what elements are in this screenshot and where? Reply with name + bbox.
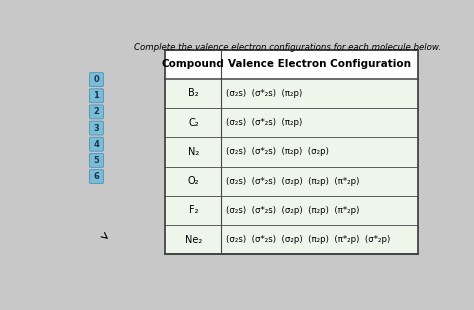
Text: 3: 3 [93, 124, 100, 133]
Text: (σ₂s)  (σ*₂s)  (π₂p): (σ₂s) (σ*₂s) (π₂p) [226, 89, 302, 98]
Text: F₂: F₂ [189, 206, 198, 215]
Text: Compound: Compound [162, 59, 225, 69]
Text: 5: 5 [93, 156, 100, 165]
Bar [165, 108, 418, 137]
Text: 2: 2 [93, 107, 100, 116]
Text: (σ₂s)  (σ*₂s)  (π₂p): (σ₂s) (σ*₂s) (π₂p) [226, 118, 302, 127]
FancyBboxPatch shape [90, 89, 103, 103]
Text: 6: 6 [93, 172, 100, 181]
Text: Complete the valence electron configurations for each molecule below.: Complete the valence electron configurat… [134, 42, 441, 51]
Text: (σ₂s)  (σ*₂s)  (σ₂p)  (π₂p)  (π*₂p)  (σ*₂p): (σ₂s) (σ*₂s) (σ₂p) (π₂p) (π*₂p) (σ*₂p) [226, 235, 390, 244]
FancyBboxPatch shape [90, 153, 103, 167]
Text: Ne₂: Ne₂ [185, 235, 202, 245]
FancyBboxPatch shape [90, 121, 103, 135]
Bar [165, 50, 418, 254]
Text: (σ₂s)  (σ*₂s)  (σ₂p)  (π₂p)  (π*₂p): (σ₂s) (σ*₂s) (σ₂p) (π₂p) (π*₂p) [226, 206, 359, 215]
Bar [165, 225, 418, 254]
Text: 1: 1 [93, 91, 100, 100]
Text: 4: 4 [93, 140, 100, 149]
Bar [165, 196, 418, 225]
Text: O₂: O₂ [188, 176, 199, 186]
Text: N₂: N₂ [188, 147, 199, 157]
Bar [165, 137, 418, 166]
FancyBboxPatch shape [90, 137, 103, 151]
Bar [165, 50, 418, 79]
Bar [165, 166, 418, 196]
FancyBboxPatch shape [90, 170, 103, 184]
Text: B₂: B₂ [188, 88, 199, 98]
Text: (σ₂s)  (σ*₂s)  (π₂p)  (σ₂p): (σ₂s) (σ*₂s) (π₂p) (σ₂p) [226, 148, 329, 157]
Text: C₂: C₂ [188, 118, 199, 128]
Bar [165, 79, 418, 108]
Text: 0: 0 [93, 75, 100, 84]
Text: Valence Electron Configuration: Valence Electron Configuration [228, 59, 411, 69]
FancyBboxPatch shape [90, 105, 103, 119]
Text: (σ₂s)  (σ*₂s)  (σ₂p)  (π₂p)  (π*₂p): (σ₂s) (σ*₂s) (σ₂p) (π₂p) (π*₂p) [226, 177, 359, 186]
FancyBboxPatch shape [90, 73, 103, 86]
